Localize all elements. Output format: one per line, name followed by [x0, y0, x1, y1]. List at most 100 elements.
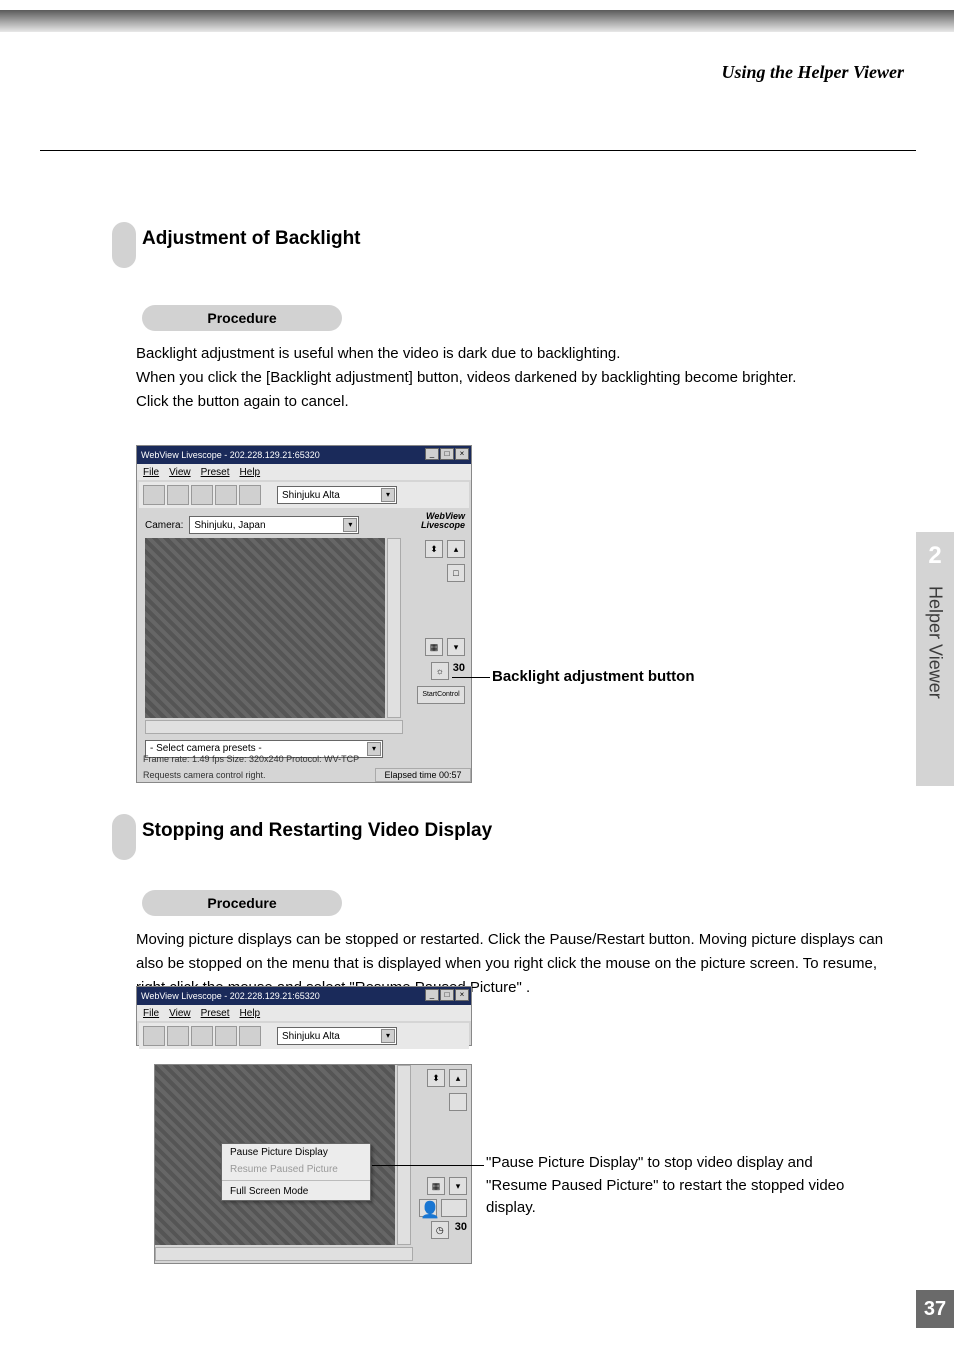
clock-icon: ◷ [431, 1221, 449, 1239]
elapsed-time: Elapsed time 00:57 [375, 768, 471, 782]
preset-dropdown-value: Shinjuku Alta [282, 490, 340, 501]
backlight-adjustment-button[interactable]: ☼ [431, 662, 449, 680]
camera-value: Shinjuku, Japan [194, 520, 265, 531]
control-button[interactable]: ⬍ [427, 1069, 445, 1087]
frame-info: Frame rate: 1.49 fps Size: 320x240 Proto… [143, 754, 359, 764]
start-control-button[interactable]: StartControl [417, 686, 465, 704]
chapter-side-tab: 2 Helper Viewer [916, 532, 954, 786]
screenshot-backlight: WebView Livescope - 202.228.129.21:65320… [136, 445, 472, 783]
chapter-label: Helper Viewer [916, 586, 954, 776]
camera-row: Camera: Shinjuku, Japan ▾ [145, 516, 359, 534]
preset-dropdown-value: Shinjuku Alta [282, 1031, 340, 1042]
control-button[interactable] [449, 1093, 467, 1111]
toolbar-button[interactable] [143, 485, 165, 505]
vertical-scrollbar[interactable] [387, 538, 401, 718]
page-number: 37 [916, 1290, 954, 1328]
control-button[interactable]: ▦ [425, 638, 443, 656]
chevron-down-icon[interactable]: ▾ [343, 518, 357, 532]
section-title-backlight: Adjustment of Backlight [142, 228, 361, 250]
section-bullet [112, 814, 136, 860]
toolbar-button[interactable] [167, 485, 189, 505]
camera-label: Camera: [145, 520, 183, 531]
procedure-pill: Procedure [142, 305, 342, 331]
video-area [145, 538, 385, 718]
screenshot-header-only: WebView Livescope - 202.228.129.21:65320… [136, 986, 472, 1046]
context-menu-fullscreen[interactable]: Full Screen Mode [222, 1183, 370, 1200]
control-button[interactable]: ▴ [449, 1069, 467, 1087]
control-button[interactable]: □ [447, 564, 465, 582]
maximize-button[interactable]: □ [440, 448, 454, 460]
menu-bar: File View Preset Help [137, 1005, 471, 1021]
window-title-text: WebView Livescope - 202.228.129.21:65320 [141, 450, 320, 460]
vertical-scrollbar[interactable] [397, 1065, 411, 1245]
top-gradient-bar [0, 10, 954, 32]
toolbar-button[interactable] [239, 485, 261, 505]
callout-line [452, 677, 490, 678]
para2: When you click the [Backlight adjustment… [136, 369, 796, 386]
toolbar-button[interactable] [143, 1026, 165, 1046]
camera-dropdown[interactable]: Shinjuku, Japan ▾ [189, 516, 359, 534]
control-button[interactable]: ▾ [447, 638, 465, 656]
menu-view[interactable]: View [169, 467, 191, 478]
procedure-label: Procedure [207, 310, 276, 326]
callout-backlight-label: Backlight adjustment button [492, 668, 695, 685]
section-title-stopping: Stopping and Restarting Video Display [142, 820, 492, 842]
page-root: Using the Helper Viewer Adjustment of Ba… [0, 0, 954, 1348]
header-rule [40, 150, 916, 151]
control-button[interactable]: ▴ [447, 540, 465, 558]
menu-preset[interactable]: Preset [201, 467, 230, 478]
toolbar: Shinjuku Alta ▾ [139, 482, 469, 508]
menu-help[interactable]: Help [240, 1008, 261, 1019]
status-text: Requests camera control right. [143, 770, 266, 780]
menu-file[interactable]: File [143, 467, 159, 478]
section-bullet [112, 222, 136, 268]
procedure-label: Procedure [207, 895, 276, 911]
context-menu: Pause Picture Display Resume Paused Pict… [221, 1143, 371, 1201]
procedure-pill: Procedure [142, 890, 342, 916]
close-button[interactable]: × [455, 448, 469, 460]
context-menu-pause[interactable]: Pause Picture Display [222, 1144, 370, 1161]
control-button[interactable]: 👤 [419, 1199, 437, 1217]
control-button[interactable]: ⬍ [425, 540, 443, 558]
side-controls-small: ⬍ ▴ ▦ ▾ 👤 ◷ 30 [413, 1069, 467, 1239]
chapter-number: 2 [916, 542, 954, 570]
chevron-down-icon[interactable]: ▾ [381, 488, 395, 502]
toolbar-button[interactable] [167, 1026, 189, 1046]
side-panel: WebViewLivescope ⬍ ▴ □ ▦ ▾ ☼ 30 StartCon… [407, 512, 465, 710]
counter-value: 30 [455, 1221, 467, 1239]
minimize-button[interactable]: _ [425, 989, 439, 1001]
toolbar-button[interactable] [239, 1026, 261, 1046]
control-button[interactable] [441, 1199, 467, 1217]
horizontal-scrollbar[interactable] [145, 720, 403, 734]
window-titlebar: WebView Livescope - 202.228.129.21:65320… [137, 987, 471, 1005]
chevron-down-icon[interactable]: ▾ [367, 742, 381, 756]
close-button[interactable]: × [455, 989, 469, 1001]
screenshot-context-menu: Pause Picture Display Resume Paused Pict… [154, 1064, 472, 1264]
toolbar-button[interactable] [215, 485, 237, 505]
body-paragraph: Backlight adjustment is useful when the … [136, 342, 906, 414]
toolbar-button[interactable] [191, 1026, 213, 1046]
menu-preset[interactable]: Preset [201, 1008, 230, 1019]
control-button[interactable]: ▦ [427, 1177, 445, 1195]
menu-file[interactable]: File [143, 1008, 159, 1019]
menu-help[interactable]: Help [240, 467, 261, 478]
para3: Click the button again to cancel. [136, 393, 349, 410]
preset-dropdown[interactable]: Shinjuku Alta ▾ [277, 1027, 397, 1045]
webview-logo: WebViewLivescope [407, 512, 465, 530]
toolbar: Shinjuku Alta ▾ [139, 1023, 469, 1049]
menu-bar: File View Preset Help [137, 464, 471, 480]
minimize-button[interactable]: _ [425, 448, 439, 460]
para1: Backlight adjustment is useful when the … [136, 345, 620, 362]
chevron-down-icon[interactable]: ▾ [381, 1029, 395, 1043]
control-button[interactable]: ▾ [449, 1177, 467, 1195]
context-menu-resume[interactable]: Resume Paused Picture [222, 1161, 370, 1178]
maximize-button[interactable]: □ [440, 989, 454, 1001]
toolbar-button[interactable] [215, 1026, 237, 1046]
callout-line [372, 1165, 484, 1166]
callout-pause-resume: "Pause Picture Display" to stop video di… [486, 1152, 866, 1220]
preset-dropdown[interactable]: Shinjuku Alta ▾ [277, 486, 397, 504]
horizontal-scrollbar[interactable] [155, 1247, 413, 1261]
window-title-text: WebView Livescope - 202.228.129.21:65320 [141, 991, 320, 1001]
toolbar-button[interactable] [191, 485, 213, 505]
menu-view[interactable]: View [169, 1008, 191, 1019]
